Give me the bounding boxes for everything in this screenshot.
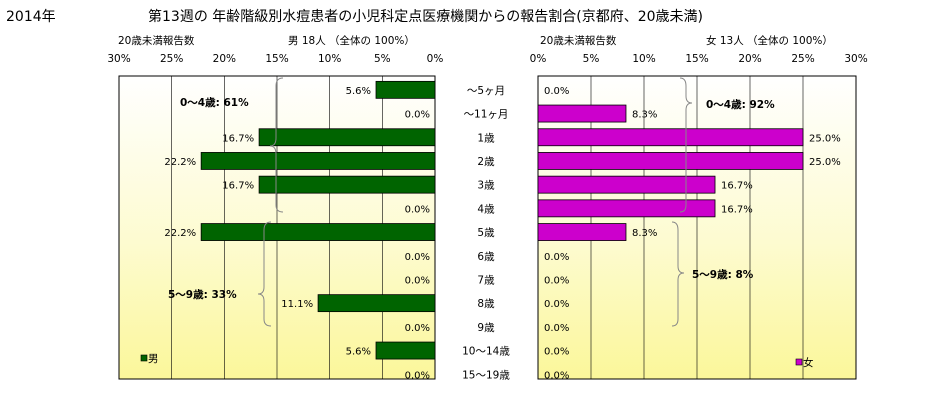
female-brackets (671, 77, 693, 327)
female-value-label: 0.0% (544, 252, 569, 263)
male-annotation-0-4: 0～4歳: 61% (180, 96, 249, 109)
category-label: 5歳 (477, 227, 495, 239)
category-label: 15～19歳 (462, 369, 510, 381)
male-tick-labels: 30% 25% 20% 15% 10% 5% 0% (107, 53, 443, 65)
male-bracket-0-4 (269, 77, 284, 213)
male-value-label: 0.0% (405, 110, 430, 121)
female-value-label: 16.7% (721, 181, 753, 192)
male-value-label: 5.6% (346, 347, 371, 358)
male-bars (200, 80, 436, 360)
female-bar (537, 199, 716, 218)
category-label: 7歳 (477, 274, 495, 286)
male-value-label: 5.6% (346, 86, 371, 97)
male-value-labels: 5.6% 0.0% 16.7% 22.2% 16.7% 0.0% 22.2% 0.0% 0.0%… (164, 86, 430, 381)
female-value-label: 0.0% (544, 370, 569, 381)
male-value-label: 16.7% (222, 181, 254, 192)
male-tick-label: 15% (265, 53, 288, 65)
female-tick-label: 5% (583, 53, 600, 65)
male-value-label: 0.0% (405, 275, 430, 286)
category-label: 6歳 (477, 251, 495, 263)
female-axis-title: 20歳未満報告数 (540, 34, 617, 47)
male-tick-label: 30% (107, 53, 130, 65)
male-bar (258, 175, 436, 194)
year-label: 2014年 (6, 9, 56, 25)
category-label: 2歳 (477, 156, 495, 168)
male-bar (375, 80, 436, 99)
female-tick-label: 25% (791, 53, 814, 65)
male-bar (200, 223, 436, 241)
category-label: 4歳 (477, 203, 495, 215)
female-value-label: 0.0% (544, 275, 569, 286)
male-value-label: 0.0% (405, 323, 430, 334)
female-tick-label: 30% (844, 53, 867, 65)
male-value-label: 0.0% (405, 204, 430, 215)
male-bar (375, 341, 436, 360)
female-value-label: 0.0% (544, 323, 569, 334)
female-bracket-0-4 (679, 77, 693, 213)
male-brackets (257, 77, 284, 327)
female-value-label: 0.0% (544, 299, 569, 310)
female-annotation-0-4: 0～4歳: 92% (706, 98, 775, 111)
male-legend-label: 男 (148, 353, 159, 365)
female-value-label: 25.0% (809, 157, 841, 168)
male-value-label: 22.2% (164, 228, 196, 239)
female-legend-label: 女 (803, 356, 814, 369)
male-bracket-5-9 (257, 221, 272, 327)
male-tick-label: 20% (213, 53, 236, 65)
female-legend-swatch (795, 358, 803, 366)
male-value-label: 0.0% (405, 370, 430, 381)
female-annotation-5-9: 5～9歳: 8% (692, 268, 754, 281)
female-tick-labels: 0% 5% 10% 15% 20% 25% 30% (530, 53, 868, 65)
female-value-label: 8.3% (632, 228, 657, 239)
female-value-label: 25.0% (809, 133, 841, 144)
female-tick-label: 10% (632, 53, 655, 65)
male-value-label: 0.0% (405, 252, 430, 263)
male-value-label: 16.7% (222, 133, 254, 144)
female-bar (537, 223, 627, 241)
female-value-label: 0.0% (544, 86, 569, 97)
female-bars (537, 104, 804, 241)
female-value-label: 16.7% (721, 204, 753, 215)
male-axis-title: 20歳未満報告数 (118, 34, 195, 47)
chart-title: 第13週の 年齢階級別水痘患者の小児科定点医療機関からの報告割合(京都府、20歳… (148, 8, 703, 25)
female-tick-label: 15% (685, 53, 708, 65)
category-label: ～11ヶ月 (464, 109, 509, 121)
female-bracket-5-9 (671, 221, 685, 327)
male-panel-title: 男 18人 （全体の 100%） (288, 34, 415, 47)
category-label: 1歳 (477, 132, 495, 144)
female-bar (537, 104, 627, 123)
category-label: ～5ヶ月 (467, 85, 505, 97)
category-label: 9歳 (477, 322, 495, 334)
category-labels: ～5ヶ月 ～11ヶ月 1歳 2歳 3歳 4歳 5歳 6歳 7歳 8歳 9歳 10～14歳 15～19歳 (462, 85, 510, 381)
category-label: 10～14歳 (462, 346, 510, 358)
female-bar (537, 175, 716, 194)
female-value-label: 8.3% (632, 110, 657, 121)
male-legend-swatch (140, 354, 148, 362)
male-bar (258, 128, 436, 147)
category-label: 8歳 (477, 298, 495, 310)
male-bar (317, 294, 436, 313)
female-tick-label: 20% (738, 53, 761, 65)
female-gridlines (590, 76, 804, 379)
female-panel-title: 女 13人 （全体の 100%） (706, 34, 833, 47)
female-value-label: 0.0% (544, 347, 569, 358)
female-bar (537, 128, 804, 147)
category-label: 3歳 (477, 180, 495, 192)
female-value-labels: 0.0% 8.3% 25.0% 25.0% 16.7% 16.7% 8.3% 0.0% 0.0%… (544, 86, 841, 381)
male-bar (200, 152, 436, 170)
female-tick-label: 0% (530, 53, 547, 65)
female-bar (537, 152, 804, 170)
male-tick-label: 10% (318, 53, 341, 65)
male-value-label: 22.2% (164, 157, 196, 168)
male-tick-label: 25% (160, 53, 183, 65)
male-tick-label: 0% (427, 53, 444, 65)
male-tick-label: 5% (374, 53, 391, 65)
male-value-label: 11.1% (281, 299, 313, 310)
male-annotation-5-9: 5～9歳: 33% (168, 288, 237, 301)
